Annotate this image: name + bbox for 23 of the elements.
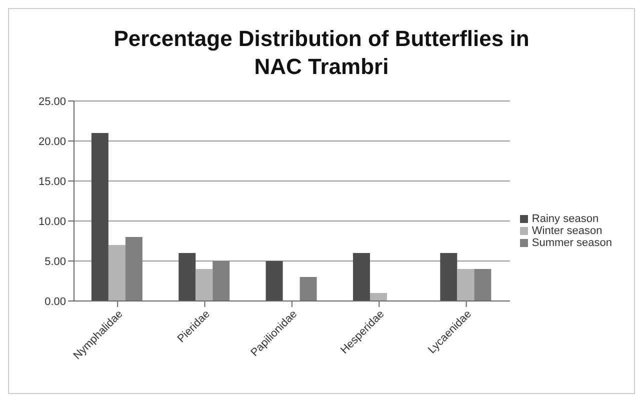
y-tick-label: 5.00 (44, 256, 66, 268)
legend-label: Winter season (532, 225, 602, 237)
bar (352, 253, 370, 301)
bar (91, 133, 108, 301)
chart-title: Percentage Distribution of Butterflies in NAC Trambri (112, 25, 530, 81)
bar (370, 293, 387, 301)
bar (125, 237, 142, 301)
bar (196, 269, 213, 301)
legend-label: Summer season (532, 237, 612, 249)
bar (457, 269, 474, 301)
y-tick-label: 25.00 (38, 96, 66, 108)
y-tick-label: 10.00 (38, 216, 66, 228)
bar (266, 261, 283, 301)
bar (300, 277, 317, 301)
legend-label: Rainy season (532, 213, 599, 225)
y-tick-label: 20.00 (38, 136, 66, 148)
bar (178, 253, 196, 301)
bar (440, 253, 458, 301)
bar (212, 261, 230, 301)
y-tick-label: 0.00 (44, 296, 66, 308)
y-tick-label: 15.00 (38, 176, 66, 188)
bar (474, 269, 492, 301)
bar (108, 245, 126, 301)
